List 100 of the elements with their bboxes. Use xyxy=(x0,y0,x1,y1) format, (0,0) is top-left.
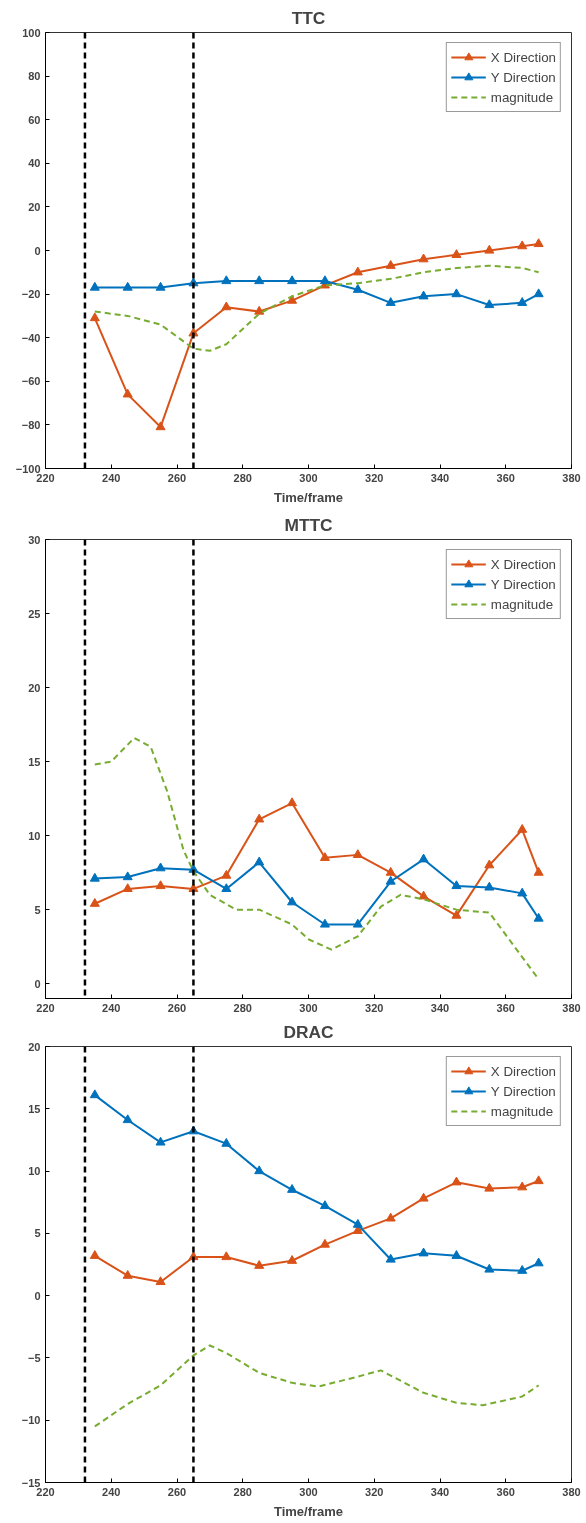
legend-label: Y Direction xyxy=(490,69,556,85)
point xyxy=(517,887,528,897)
point xyxy=(533,238,544,248)
x-tick-label: 320 xyxy=(365,1001,384,1014)
y-tick-label: 100 xyxy=(22,26,41,39)
point xyxy=(451,288,462,298)
point xyxy=(89,898,100,907)
point xyxy=(352,849,363,858)
y-tick-label: 5 xyxy=(34,903,41,916)
y-tick-label: 10 xyxy=(28,829,41,842)
point xyxy=(517,1265,528,1274)
y-tick-label: −80 xyxy=(21,418,41,431)
y-tick-label: 30 xyxy=(28,533,41,546)
x-tick-label: 360 xyxy=(496,1485,515,1498)
point xyxy=(89,1250,100,1259)
x-tick-label: 320 xyxy=(365,1485,384,1498)
point xyxy=(484,244,495,254)
point xyxy=(533,866,544,876)
x-tick-label: 280 xyxy=(233,1485,252,1498)
point xyxy=(319,918,330,928)
x-tick-label: 380 xyxy=(562,1001,581,1014)
point xyxy=(517,297,528,306)
point xyxy=(418,853,429,863)
point xyxy=(451,909,462,919)
point xyxy=(319,1200,330,1210)
chart-title: TTC xyxy=(291,7,326,28)
point xyxy=(122,1270,133,1279)
y-tick-label: −40 xyxy=(21,331,41,344)
x-tick-label: 220 xyxy=(36,1001,55,1014)
x-tick-label: 260 xyxy=(167,1001,187,1014)
point xyxy=(254,813,265,823)
x-tick-label: 280 xyxy=(233,1001,252,1014)
point xyxy=(418,1247,429,1257)
point xyxy=(319,1238,330,1248)
point xyxy=(254,305,265,315)
legend-label: X Direction xyxy=(490,1063,556,1079)
y-tick-label: 80 xyxy=(28,70,41,83)
point xyxy=(484,299,495,309)
point xyxy=(533,912,544,922)
point xyxy=(418,290,429,300)
legend-label: magnitude xyxy=(490,89,554,105)
x-tick-label: 240 xyxy=(102,471,121,484)
y-tick-label: 20 xyxy=(28,681,41,694)
point xyxy=(517,824,528,833)
point xyxy=(122,281,133,291)
point xyxy=(352,1218,363,1228)
point xyxy=(254,275,265,285)
point xyxy=(221,1137,232,1147)
point xyxy=(221,869,232,879)
point xyxy=(155,1276,166,1286)
point xyxy=(451,249,462,258)
point xyxy=(287,896,298,906)
x-tick-label: 280 xyxy=(233,471,252,484)
x-tick-label: 300 xyxy=(299,471,318,484)
chart-title: DRAC xyxy=(283,1021,335,1042)
point xyxy=(484,1182,495,1192)
x-tick-label: 240 xyxy=(102,1001,121,1014)
y-tick-label: 15 xyxy=(28,1102,41,1115)
point xyxy=(451,1250,462,1259)
legend-label: X Direction xyxy=(490,49,556,65)
x-tick-label: 320 xyxy=(365,471,384,484)
point xyxy=(221,883,232,893)
point xyxy=(484,1263,495,1273)
point xyxy=(385,866,396,876)
legend-label: X Direction xyxy=(490,556,556,572)
point xyxy=(221,301,232,311)
point xyxy=(155,421,166,431)
y-tick-label: 60 xyxy=(28,113,41,126)
point xyxy=(287,1255,298,1264)
point xyxy=(451,880,462,890)
point xyxy=(221,1251,232,1261)
y-tick-label: −5 xyxy=(27,1351,41,1364)
y-tick-label: 10 xyxy=(28,1165,41,1178)
point xyxy=(352,284,363,293)
point xyxy=(533,288,544,298)
point xyxy=(89,1089,100,1099)
point xyxy=(287,797,298,807)
legend-label: magnitude xyxy=(490,1103,554,1119)
chart-title: MTTC xyxy=(284,514,334,535)
point xyxy=(385,297,396,306)
point xyxy=(418,253,429,263)
y-tick-label: −20 xyxy=(21,288,41,301)
point xyxy=(89,281,100,291)
x-tick-label: 240 xyxy=(102,1485,121,1498)
point xyxy=(221,275,232,285)
point xyxy=(155,281,166,291)
point xyxy=(484,859,495,869)
point xyxy=(89,872,100,882)
y-tick-label: −60 xyxy=(21,375,41,388)
y-tick-label: 40 xyxy=(28,157,41,170)
point xyxy=(451,1176,462,1186)
x-tick-label: 340 xyxy=(430,1485,450,1498)
x-tick-label: 300 xyxy=(299,1001,318,1014)
point xyxy=(122,388,133,398)
point xyxy=(155,880,166,890)
point xyxy=(484,881,495,891)
point xyxy=(352,266,363,276)
point xyxy=(254,1260,265,1269)
x-tick-label: 340 xyxy=(430,471,450,484)
point xyxy=(155,1136,166,1146)
